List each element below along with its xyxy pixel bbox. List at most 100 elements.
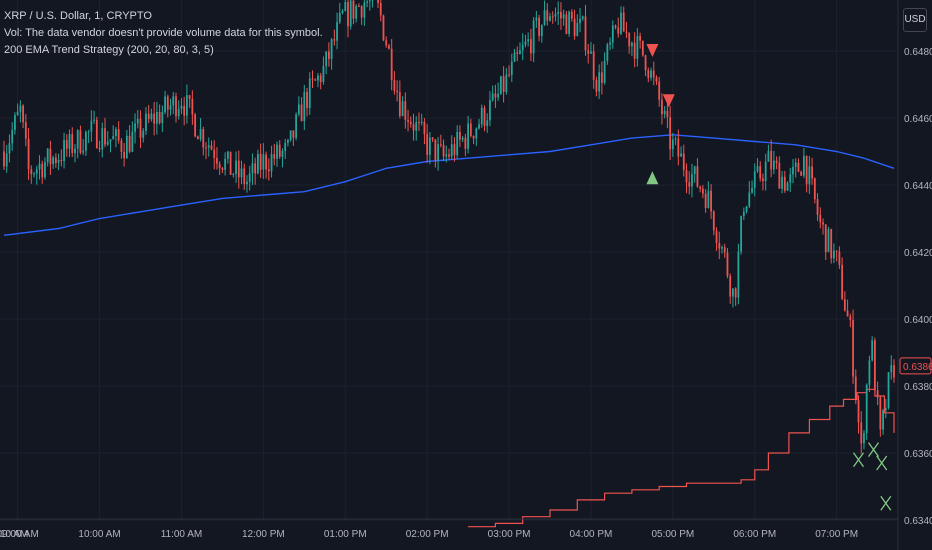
price-tick-label: 0.6460 [904,114,932,125]
candle-body [188,95,191,99]
candle-body [93,119,95,121]
candle-body [404,101,407,120]
candle-body [745,206,748,212]
candle-body [893,365,895,378]
candle-body [478,124,480,129]
candle-body [147,113,150,120]
sell-marker [662,94,675,108]
candle-body [368,0,371,2]
candle-body [767,150,770,162]
candle-body [358,5,360,7]
candle-body [216,157,218,164]
candle-body [830,229,833,259]
candle-body [177,108,180,117]
candle-body [38,163,41,170]
candle-body [338,12,341,22]
candle-body [448,154,450,157]
candle-body [497,93,500,98]
candle-body [117,129,120,141]
candle-body [248,173,251,182]
candle-body [650,70,652,78]
candle-body [887,372,890,409]
candle-body [876,390,879,398]
candle-body [480,107,483,125]
candle-body [205,147,207,149]
candle-body [325,51,328,67]
candle-body [79,130,82,153]
candle-body [11,130,14,144]
candle-body [396,90,399,93]
candle-body [647,70,650,78]
candle-body [530,39,532,54]
candle-body [551,16,554,18]
candle-body [652,70,655,78]
time-tick-label: 09:00 AM [0,529,39,540]
candle-body [330,39,333,59]
candle-body [860,422,863,444]
candle-body [262,154,265,170]
candle-body [418,122,420,124]
candle-body [289,130,292,141]
candle-body [524,41,527,45]
candle-body [726,252,729,276]
candle-body [71,134,74,153]
candle-body [800,171,803,176]
candle-body [139,118,142,138]
candle-body [592,51,595,81]
candle-body [704,193,707,208]
candle-body [622,12,625,32]
candle-body [792,166,794,175]
candle-body [639,35,642,41]
candle-body [218,163,221,168]
candle-body [35,169,38,174]
price-axis[interactable]: 0.6480 0.6460 0.6440 0.6420 0.6400 0.6380 0.63… [904,47,932,527]
candle-body [890,365,893,373]
candle-body [513,52,516,62]
candle-body [641,40,644,56]
time-tick-label: 10:00 AM [78,529,120,540]
candle-body [710,190,712,212]
candle-body [644,55,647,71]
strategy-label[interactable]: 200 EMA Trend Strategy (200, 20, 80, 3, … [4,44,214,56]
time-tick-label: 06:00 PM [733,529,776,540]
candle-body [538,17,540,36]
candle-body [292,130,295,138]
candle-body [598,72,601,92]
candle-body [44,162,46,178]
candle-body [442,144,445,157]
candle-body [24,122,27,139]
candle-body [581,16,584,19]
candle-body [379,2,382,16]
candle-body [868,360,871,385]
candle-body [256,153,259,174]
candle-body [366,1,368,3]
candle-body [85,132,87,151]
candle-body [153,113,156,124]
symbol-title[interactable]: XRP / U.S. Dollar, 1, CRYPTO [4,10,152,22]
candle-body [101,128,104,150]
candle-body [527,39,530,42]
candle-body [388,45,390,49]
candle-body [852,320,854,377]
currency-button[interactable]: USD [903,8,927,32]
candle-body [494,93,497,98]
price-tick-label: 0.6480 [904,47,932,58]
candle-body [155,111,158,124]
candle-body [595,80,598,92]
candle-body [625,31,628,33]
candle-body [636,35,639,59]
candle-body [347,2,349,27]
candle-body [740,216,743,252]
candle-body [194,114,197,137]
candle-body [786,182,789,191]
candle-body [104,128,106,145]
candle-body [546,10,549,21]
candle-body [554,13,557,17]
candle-body [865,384,868,434]
candle-body [628,32,631,47]
candle-body [778,162,781,189]
volume-note: Vol: The data vendor doesn't provide vol… [4,27,323,39]
candle-body [691,173,693,187]
